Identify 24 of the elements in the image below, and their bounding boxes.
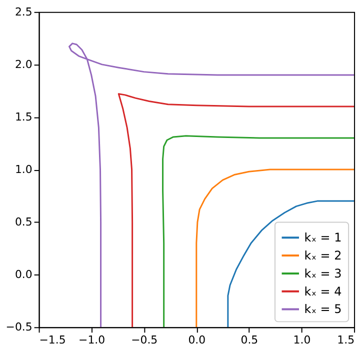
legend-label: kₓ = 4 [304, 284, 342, 298]
y-tick-label: 1.5 [14, 110, 32, 124]
x-tick-label: −1.5 [39, 334, 66, 347]
y-tick-label: −0.5 [6, 320, 32, 334]
legend-label: kₓ = 2 [304, 248, 342, 263]
x-tick-label: 1.0 [293, 334, 311, 347]
x-tick-label: 1.5 [337, 334, 355, 347]
legend-label: kₓ = 5 [304, 302, 342, 316]
legend-label: kₓ = 1 [304, 230, 342, 245]
x-tick-label: −1.0 [78, 334, 106, 347]
line-series [68, 42, 354, 328]
y-tick-label: 2.5 [14, 5, 32, 18]
line-series [227, 200, 354, 328]
y-tick-label: 0.5 [14, 216, 32, 229]
y-tick-label: 2.0 [14, 58, 32, 71]
y-tick-label: 1.0 [14, 163, 32, 176]
line-series [196, 168, 354, 328]
x-tick-label: 0.0 [188, 334, 206, 347]
y-tick-label: 0.0 [14, 268, 32, 282]
legend-label: kₓ = 3 [304, 266, 342, 280]
line-series [118, 93, 354, 328]
x-tick-label: −0.5 [131, 334, 158, 347]
line-series [162, 135, 354, 328]
x-tick-label: 0.5 [240, 334, 258, 347]
